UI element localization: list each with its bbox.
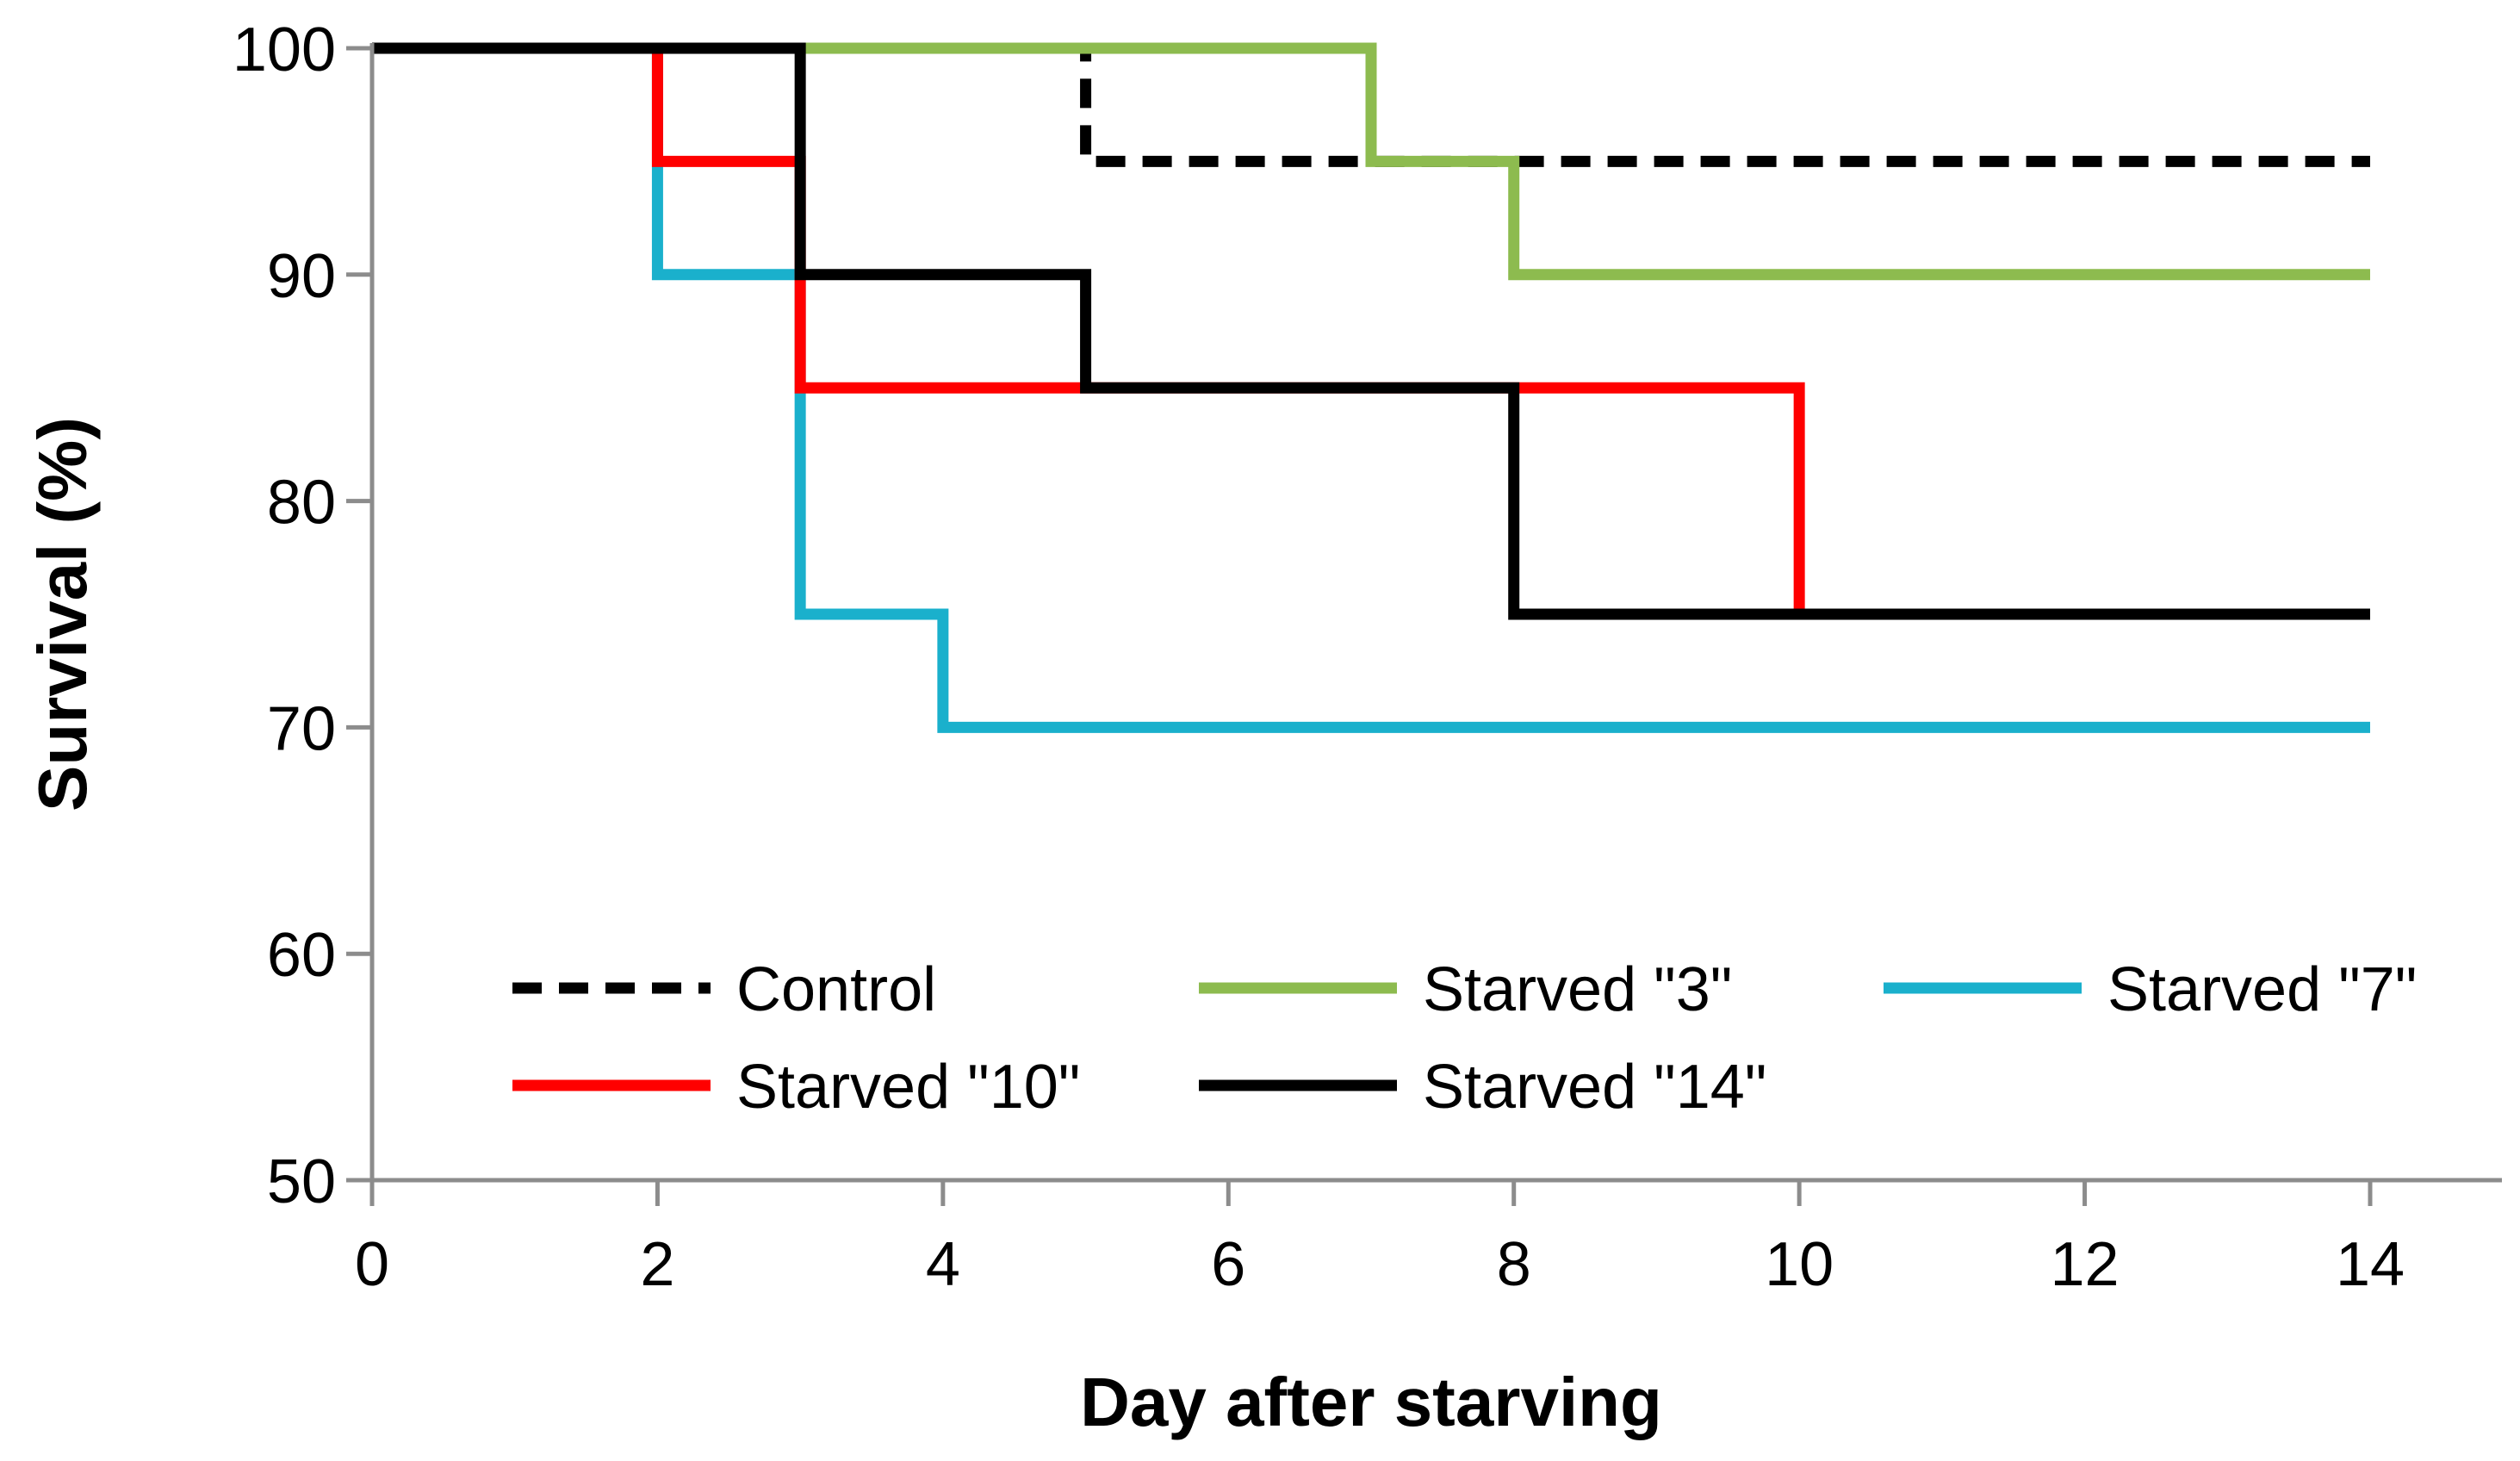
y-tick-label: 70: [267, 694, 336, 763]
series-line-starved-14: [372, 42, 2370, 620]
legend-label-starved-3: Starved "3": [1423, 955, 1732, 1024]
x-axis-title: Day after starving: [1080, 1364, 1662, 1440]
legend-label-control: Control: [736, 955, 936, 1024]
y-tick-label: 90: [267, 242, 336, 311]
y-tick-label: 60: [267, 921, 336, 990]
x-tick-label: 2: [640, 1230, 674, 1299]
legend-label-starved-14: Starved "14": [1423, 1053, 1766, 1122]
x-tick-label: 8: [1497, 1230, 1531, 1299]
tick-labels-group: 50 60 70 80 90 100 0 2 4 6 8 10 12 14: [233, 16, 2405, 1299]
series-line-starved-3: [372, 42, 2370, 281]
x-tick-label: 6: [1211, 1230, 1245, 1299]
y-axis-title: Survival (%): [24, 417, 101, 811]
x-tick-label: 0: [355, 1230, 389, 1299]
legend-label-starved-10: Starved "10": [736, 1053, 1080, 1122]
x-tick-label: 14: [2336, 1230, 2405, 1299]
legend: Control Starved "3" Starved "7" Starved "10…: [512, 955, 2417, 1122]
series-line-control: [372, 42, 2370, 167]
y-tick-label: 80: [267, 469, 336, 538]
y-tick-label: 100: [233, 16, 336, 84]
x-tick-label: 4: [926, 1230, 960, 1299]
series-group: [372, 42, 2370, 733]
y-tick-label: 50: [267, 1147, 336, 1216]
axes-group: [346, 43, 2502, 1206]
x-tick-label: 12: [2051, 1230, 2120, 1299]
x-tick-label: 10: [1765, 1230, 1834, 1299]
legend-label-starved-7: Starved "7": [2107, 955, 2417, 1024]
